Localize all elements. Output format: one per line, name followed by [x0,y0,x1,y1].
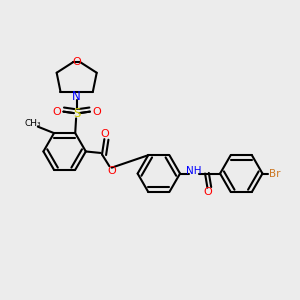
Text: CH₃: CH₃ [24,119,41,128]
Text: O: O [101,129,110,140]
Text: S: S [73,106,80,120]
Text: O: O [72,57,81,67]
Text: O: O [52,106,61,117]
Text: O: O [107,166,116,176]
Text: NH: NH [186,166,202,176]
Text: O: O [204,188,212,197]
Text: N: N [72,90,81,104]
Text: O: O [93,106,101,117]
Text: Br: Br [269,169,281,178]
